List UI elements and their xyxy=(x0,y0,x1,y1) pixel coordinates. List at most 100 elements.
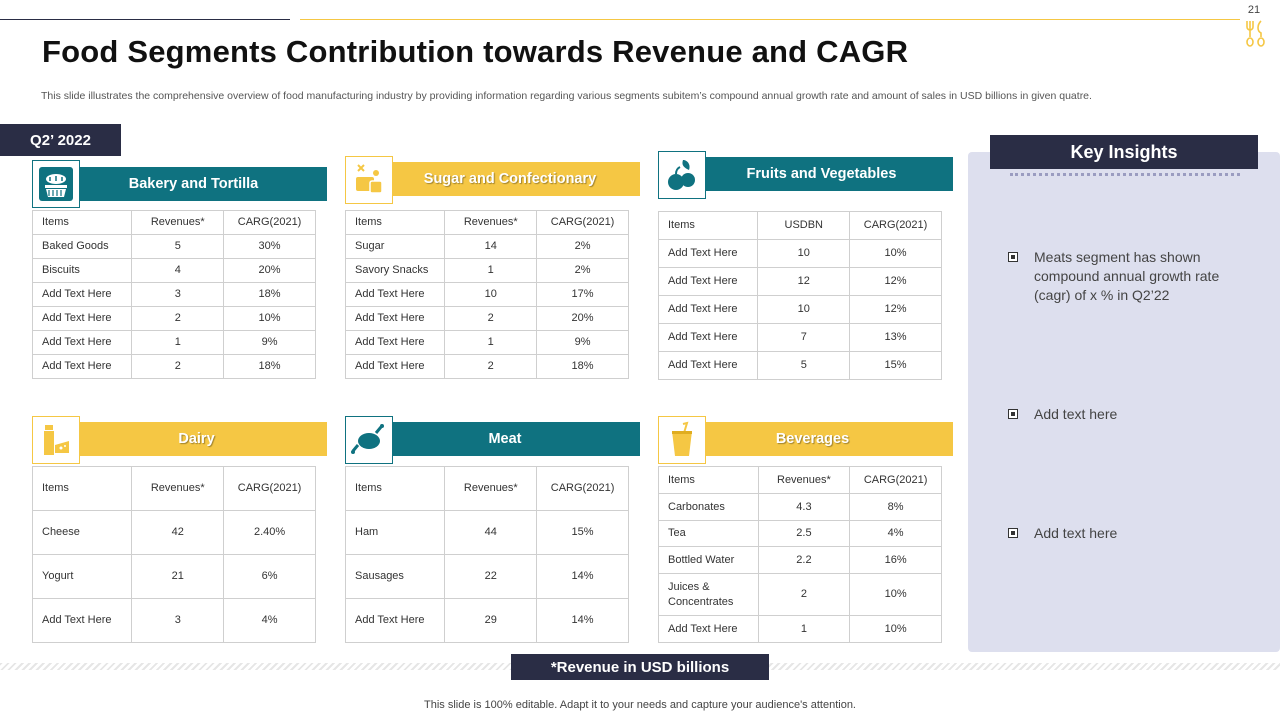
item-cell: Add Text Here xyxy=(31,330,133,355)
table-header-row: Items Revenues* CARG(2021) xyxy=(344,210,629,235)
cagr-cell: 13% xyxy=(849,323,942,352)
table-row: Add Text Here 2 10% xyxy=(31,306,316,331)
table-row: Cheese 42 2.40% xyxy=(31,510,316,555)
sugar-table: Items Revenues* CARG(2021) Sugar 14 2% Sav… xyxy=(344,210,629,379)
header-cell: Revenues* xyxy=(131,466,225,511)
table-row: Ham 44 15% xyxy=(344,510,629,555)
item-cell: Ham xyxy=(344,510,446,555)
insight-text: Add text here xyxy=(1034,525,1118,541)
table-header-row: Items Revenues* CARG(2021) xyxy=(658,466,942,494)
item-cell: Add Text Here xyxy=(658,615,759,643)
fruits-table: Items USDBN CARG(2021) Add Text Here 10 10… xyxy=(657,211,942,380)
item-cell: Add Text Here xyxy=(657,323,759,352)
header-cell: Revenues* xyxy=(444,466,538,511)
cagr-cell: 10% xyxy=(849,239,942,268)
drink-cup-icon xyxy=(672,421,692,456)
utensils-icon xyxy=(1246,20,1265,47)
header-cell: CARG(2021) xyxy=(223,210,316,235)
item-cell: Yogurt xyxy=(31,554,133,599)
item-cell: Add Text Here xyxy=(344,282,446,307)
item-cell: Juices & Concentrates xyxy=(658,573,759,616)
revenue-cell: 3 xyxy=(131,282,225,307)
cagr-cell: 4% xyxy=(849,520,942,547)
table-header-row: Items Revenues* CARG(2021) xyxy=(31,210,316,235)
revenue-cell: 1 xyxy=(444,330,538,355)
table-row: Add Text Here 2 20% xyxy=(344,306,629,331)
item-cell: Add Text Here xyxy=(31,282,133,307)
table-row: Sausages 22 14% xyxy=(344,554,629,599)
item-cell: Cheese xyxy=(31,510,133,555)
header-cell: Items xyxy=(31,466,133,511)
insights-divider xyxy=(1010,173,1240,176)
table-row: Add Text Here 12 12% xyxy=(657,267,942,296)
revenue-cell: 5 xyxy=(757,351,851,380)
revenue-cell: 4.3 xyxy=(757,493,851,521)
item-cell: Add Text Here xyxy=(657,295,759,324)
table-header-row: Items Revenues* CARG(2021) xyxy=(31,466,316,511)
cagr-cell: 2% xyxy=(536,258,629,283)
revenue-cell: 2 xyxy=(444,306,538,331)
bullet-icon xyxy=(1008,528,1018,538)
bullet-icon xyxy=(1008,252,1018,262)
revenue-cell: 1 xyxy=(444,258,538,283)
table-header-row: Items Revenues* CARG(2021) xyxy=(344,466,629,511)
bakery-table: Items Revenues* CARG(2021) Baked Goods 5 3… xyxy=(31,210,316,379)
table-row: Add Text Here 10 12% xyxy=(657,295,942,324)
table-row: Bottled Water 2.2 16% xyxy=(658,546,942,574)
item-cell: Savory Snacks xyxy=(344,258,446,283)
meat-icon-box xyxy=(345,416,393,464)
item-cell: Add Text Here xyxy=(31,598,133,643)
revenue-cell: 2 xyxy=(131,306,225,331)
item-cell: Tea xyxy=(658,520,759,547)
revenue-cell: 10 xyxy=(757,239,851,268)
header-cell: Items xyxy=(657,211,759,240)
revenue-cell: 7 xyxy=(757,323,851,352)
fruits-title: Fruits and Vegetables xyxy=(690,157,953,191)
item-cell: Add Text Here xyxy=(657,267,759,296)
item-cell: Carbonates xyxy=(658,493,759,521)
milk-cheese-icon xyxy=(44,425,69,455)
table-row: Add Text Here 5 15% xyxy=(657,351,942,380)
revenue-cell: 14 xyxy=(444,234,538,259)
item-cell: Add Text Here xyxy=(344,330,446,355)
revenue-cell: 1 xyxy=(131,330,225,355)
table-row: Add Text Here 10 10% xyxy=(657,239,942,268)
revenue-cell: 2 xyxy=(757,573,851,616)
sugar-icon-box xyxy=(345,156,393,204)
table-row: Sugar 14 2% xyxy=(344,234,629,259)
revenue-cell: 29 xyxy=(444,598,538,643)
insights-title: Key Insights xyxy=(990,135,1258,169)
header-cell: Items xyxy=(344,210,446,235)
dairy-table: Items Revenues* CARG(2021) Cheese 42 2.40%… xyxy=(31,466,316,643)
item-cell: Add Text Here xyxy=(344,598,446,643)
chicken-leg-icon xyxy=(351,424,384,454)
table-row: Add Text Here 3 18% xyxy=(31,282,316,307)
footer-text: This slide is 100% editable. Adapt it to… xyxy=(424,699,856,711)
table-row: Baked Goods 5 30% xyxy=(31,234,316,259)
header-cell: Items xyxy=(658,466,759,494)
cagr-cell: 30% xyxy=(223,234,316,259)
item-cell: Baked Goods xyxy=(31,234,133,259)
item-cell: Add Text Here xyxy=(31,354,133,379)
beverages-icon-box xyxy=(658,416,706,464)
beverages-table: Items Revenues* CARG(2021) Carbonates 4.3… xyxy=(658,466,942,643)
table-row: Add Text Here 2 18% xyxy=(344,354,629,379)
bakery-title: Bakery and Tortilla xyxy=(60,167,327,201)
header-cell: CARG(2021) xyxy=(536,466,629,511)
cagr-cell: 12% xyxy=(849,267,942,296)
cagr-cell: 16% xyxy=(849,546,942,574)
revenue-cell: 21 xyxy=(131,554,225,599)
item-cell: Add Text Here xyxy=(657,351,759,380)
dairy-title: Dairy xyxy=(66,422,327,456)
cagr-cell: 15% xyxy=(536,510,629,555)
table-row: Add Text Here 1 10% xyxy=(658,615,942,643)
sugar-title: Sugar and Confectionary xyxy=(380,162,640,196)
cagr-cell: 2% xyxy=(536,234,629,259)
revenue-cell: 10 xyxy=(444,282,538,307)
meat-table: Items Revenues* CARG(2021) Ham 44 15% Saus… xyxy=(344,466,629,643)
item-cell: Add Text Here xyxy=(344,306,446,331)
table-row: Biscuits 4 20% xyxy=(31,258,316,283)
bakery-icon-box xyxy=(32,160,80,208)
cagr-cell: 8% xyxy=(849,493,942,521)
cagr-cell: 2.40% xyxy=(223,510,316,555)
